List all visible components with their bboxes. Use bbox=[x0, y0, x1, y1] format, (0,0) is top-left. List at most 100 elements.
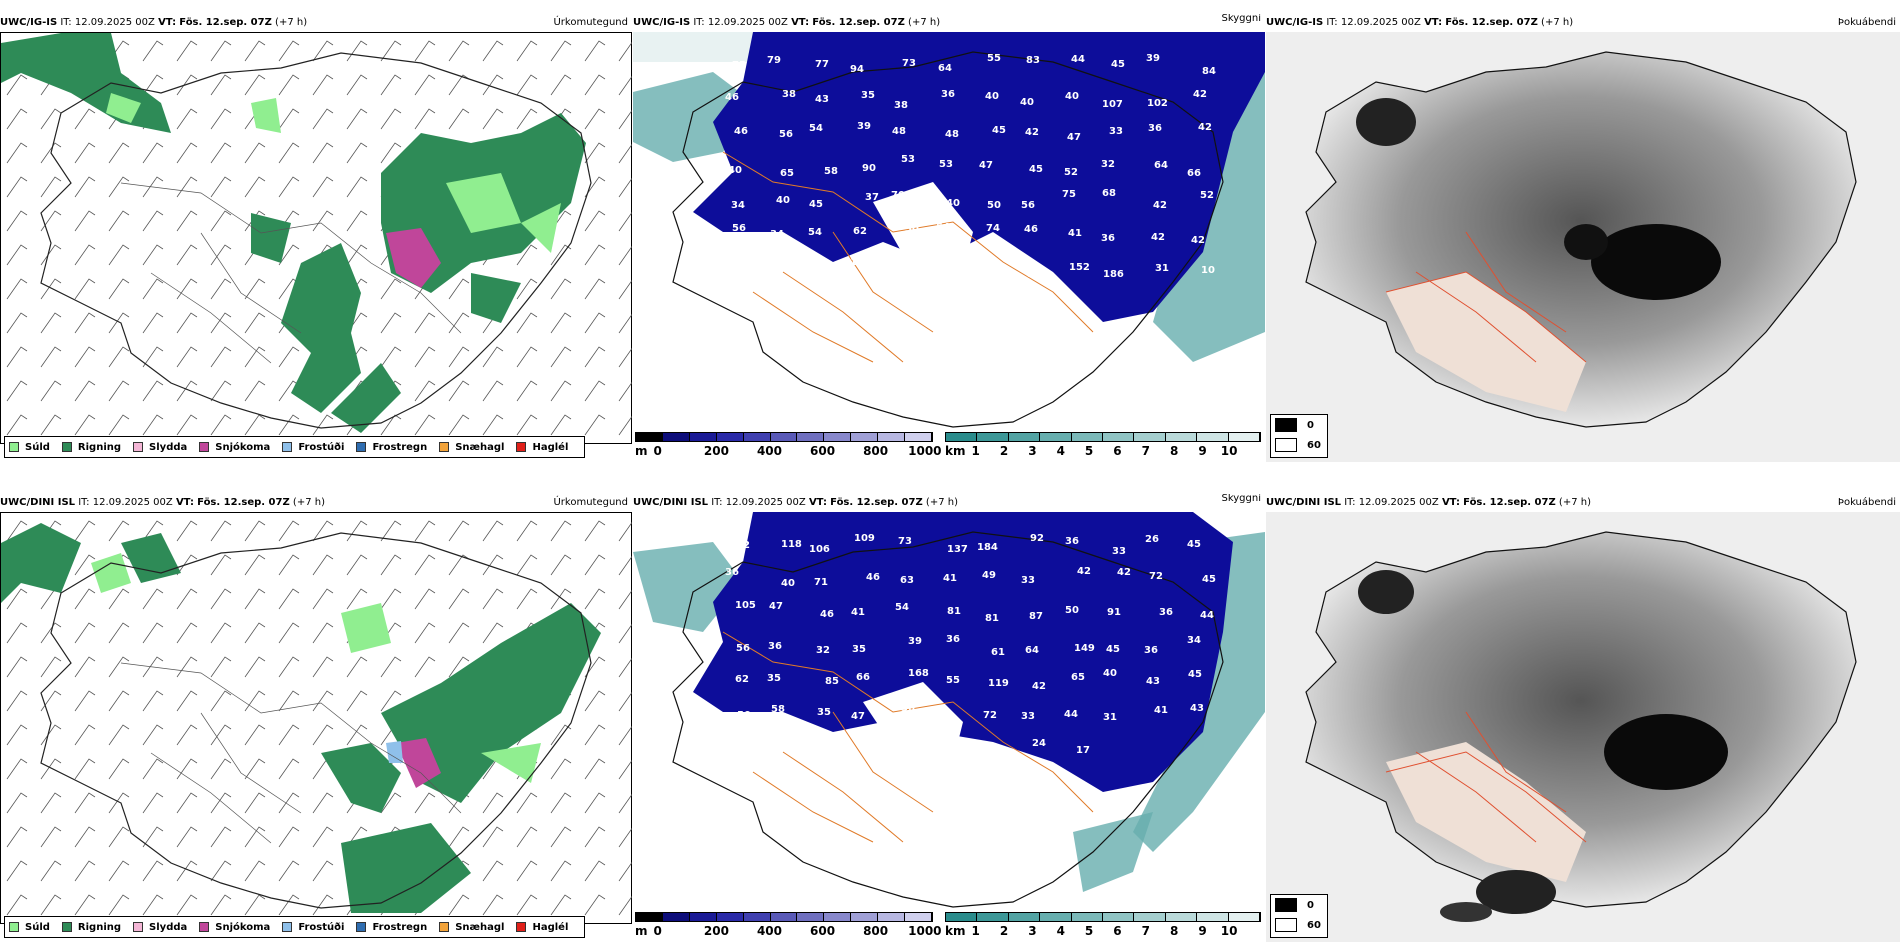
legend-label: Rigning bbox=[77, 441, 122, 453]
fog-core bbox=[1604, 714, 1728, 790]
ceiling-value-label: 73 bbox=[898, 536, 912, 547]
ceiling-value-label: 65 bbox=[1071, 672, 1085, 683]
ceiling-value-label: 36 bbox=[768, 641, 782, 652]
precip-map[interactable] bbox=[0, 512, 632, 925]
panel-title-bar: UWC/DINI ISL IT: 12.09.2025 00Z VT: Fös.… bbox=[0, 494, 632, 512]
ceiling-value-label: 40 bbox=[781, 578, 795, 589]
ceiling-value-label: 64 bbox=[1154, 160, 1168, 171]
ceiling-value-label: 36 bbox=[725, 567, 739, 578]
legend-label: Frostúði bbox=[298, 921, 345, 933]
panel-title-bar: UWC/DINI ISL IT: 12.09.2025 00Z VT: Fös.… bbox=[633, 494, 1265, 512]
vt-value: Fös. 12.sep. 07Z bbox=[1445, 17, 1538, 28]
colorbar-tick: 9 bbox=[1198, 924, 1207, 938]
colorbar-segment bbox=[1228, 433, 1261, 441]
road-network bbox=[120, 182, 462, 364]
ceiling-value-label: 50 bbox=[737, 710, 751, 721]
precip-type-panel[interactable]: UWC/IG-IS IT: 12.09.2025 00Z VT: Fös. 12… bbox=[0, 14, 632, 462]
legend-swatch bbox=[356, 922, 367, 932]
colorbar-segment bbox=[1008, 913, 1041, 921]
ceiling-value-label: 47 bbox=[1067, 132, 1081, 143]
coastline bbox=[40, 52, 592, 429]
colorbar-tick: 8 bbox=[1170, 924, 1179, 938]
coastline bbox=[40, 532, 592, 909]
precip-map[interactable] bbox=[0, 32, 632, 445]
ceiling-value-label: 320 bbox=[817, 741, 838, 752]
coastline bbox=[672, 531, 1224, 908]
panel-title-bar: UWC/IG-IS IT: 12.09.2025 00Z VT: Fös. 12… bbox=[633, 14, 1265, 32]
vt-label: VT: bbox=[158, 17, 177, 28]
legend-label: Haglél bbox=[532, 921, 569, 933]
fog-map[interactable] bbox=[1266, 32, 1900, 462]
legend-swatch bbox=[133, 922, 144, 932]
drizzle-area bbox=[481, 743, 541, 783]
legend-item: 60 bbox=[1271, 435, 1327, 455]
ceiling-map[interactable]: 82 118 106 109 73 137 184 92 36 33 26 45 36 40 71 46 63 4… bbox=[633, 512, 1265, 924]
it-value: 12.09.2025 00Z bbox=[725, 497, 806, 508]
fog-indicator-panel[interactable]: UWC/IG-IS IT: 12.09.2025 00Z VT: Fös. 12… bbox=[1266, 14, 1900, 462]
colorbar-segment bbox=[743, 433, 771, 441]
fog-legend: 0 60 bbox=[1270, 894, 1328, 938]
colorbar-segment bbox=[824, 913, 852, 921]
colorbar-segment bbox=[1197, 913, 1229, 921]
vt-label: VT: bbox=[791, 17, 810, 28]
ceiling-value-label: 45 bbox=[1111, 59, 1125, 70]
ceiling-value-label: 40 bbox=[728, 165, 742, 176]
legend-label: Súld bbox=[25, 441, 50, 453]
colorbar-segment bbox=[743, 913, 771, 921]
colorbar-tick: 0 bbox=[653, 924, 662, 938]
colorbar-tick: 4 bbox=[1056, 924, 1065, 938]
ceiling-value-label: 73 bbox=[902, 58, 916, 69]
ceiling-value-label: 36 bbox=[1144, 645, 1158, 656]
model-name: UWC/DINI ISL bbox=[0, 497, 76, 508]
rain-area bbox=[321, 743, 401, 813]
legend-swatch bbox=[439, 442, 450, 452]
precip-type-panel[interactable]: UWC/DINI ISL IT: 12.09.2025 00Z VT: Fös.… bbox=[0, 494, 632, 942]
colorbar-segment bbox=[1165, 913, 1198, 921]
ceiling-value-label: 186 bbox=[1103, 269, 1124, 280]
ceiling-value-label: 95 bbox=[939, 747, 953, 758]
ceiling-map[interactable]: 75 79 77 94 73 64 55 83 44 45 39 84 46 38 43 35 38 36 40 40… bbox=[633, 32, 1265, 444]
ceiling-value-label: 91 bbox=[1107, 607, 1121, 618]
legend-swatch bbox=[199, 922, 210, 932]
rain-area bbox=[471, 273, 521, 323]
ceiling-value-label: 46 bbox=[820, 609, 834, 620]
vt-value: Fös. 12.sep. 07Z bbox=[179, 17, 272, 28]
ceiling-value-label: 47 bbox=[851, 711, 865, 722]
ceiling-value-label: 36 bbox=[941, 89, 955, 100]
legend-swatch bbox=[61, 442, 72, 452]
colorbar-strip bbox=[945, 432, 1261, 442]
colorbar-segment bbox=[977, 913, 1009, 921]
fog-map[interactable] bbox=[1266, 512, 1900, 942]
ceiling-value-label: 36 bbox=[946, 634, 960, 645]
ceiling-value-label: 53 bbox=[939, 159, 953, 170]
colorbar-segment bbox=[689, 913, 717, 921]
ceiling-value-label: 35 bbox=[817, 707, 831, 718]
ceiling-value-label: 41 bbox=[983, 261, 997, 272]
legend-swatch bbox=[1275, 918, 1297, 932]
ceiling-value-label: 62 bbox=[735, 674, 749, 685]
field-name: Skyggni bbox=[1221, 14, 1261, 24]
ceiling-value-label: 62 bbox=[853, 226, 867, 237]
ceiling-visibility-panel[interactable]: UWC/IG-IS IT: 12.09.2025 00Z VT: Fös. 12… bbox=[633, 14, 1265, 462]
ceiling-value-label: 32 bbox=[816, 645, 830, 656]
legend-item: Haglél bbox=[516, 922, 568, 933]
ceiling-value-label: 40 bbox=[1103, 668, 1117, 679]
ceiling-visibility-panel[interactable]: UWC/DINI ISL IT: 12.09.2025 00Z VT: Fös.… bbox=[633, 494, 1265, 942]
drizzle-area bbox=[341, 603, 391, 653]
colorbar-segment bbox=[905, 433, 932, 441]
ceiling-value-label: 168 bbox=[908, 668, 929, 679]
legend-item: Slydda bbox=[133, 922, 187, 933]
colorbar-tick: 7 bbox=[1141, 444, 1150, 458]
colorbar-segment bbox=[1165, 433, 1198, 441]
ceiling-value-label: 53 bbox=[901, 154, 915, 165]
panel-title-bar: UWC/IG-IS IT: 12.09.2025 00Z VT: Fös. 12… bbox=[1266, 14, 1900, 32]
ceiling-value-label: 46 bbox=[866, 572, 880, 583]
ceiling-value-label: 32 bbox=[1101, 159, 1115, 170]
it-value: 12.09.2025 00Z bbox=[707, 17, 788, 28]
colorbar-tick: 7 bbox=[1141, 924, 1150, 938]
coastline bbox=[672, 51, 1224, 428]
fog-indicator-panel[interactable]: UWC/DINI ISL IT: 12.09.2025 00Z VT: Fös.… bbox=[1266, 494, 1900, 942]
colorbar-tick: 6 bbox=[1113, 924, 1122, 938]
ceiling-value-label: 45 bbox=[1188, 669, 1202, 680]
ceiling-value-label: 43 bbox=[815, 94, 829, 105]
